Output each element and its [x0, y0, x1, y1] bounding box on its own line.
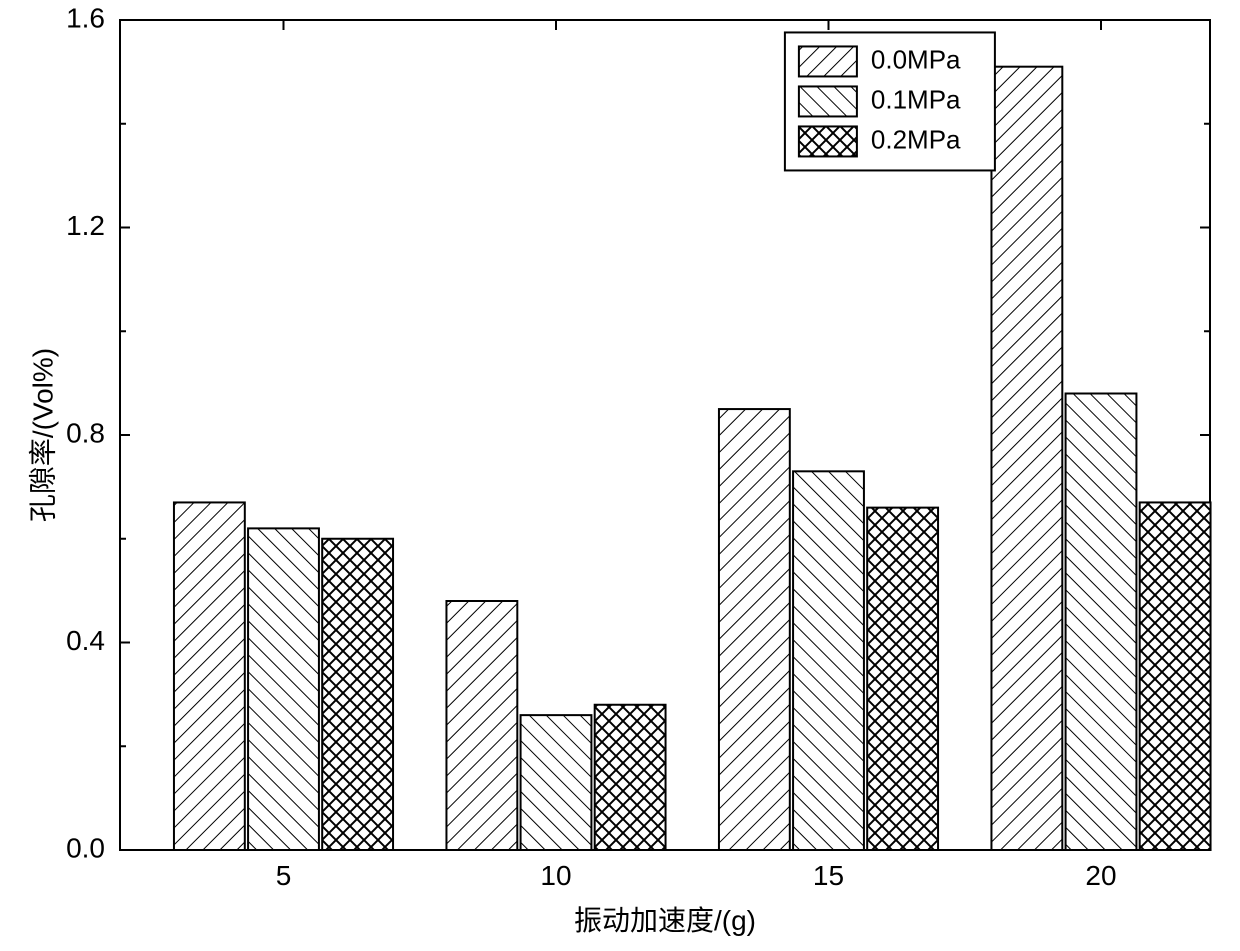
chart-container: 0.0 0.4 0.8 1.2 1.6 孔隙率/(Vol%) 5 10 15 20 振动加速度/(g…: [0, 0, 1240, 951]
y-axis-label: 孔隙率/(Vol%): [27, 348, 58, 522]
bar-s0-10: [446, 601, 517, 850]
bar-s2-20: [1140, 502, 1211, 850]
x-tick-label: 15: [813, 860, 844, 891]
y-tick-label: 0.0: [66, 832, 105, 863]
bar-s2-5: [322, 539, 393, 850]
x-axis-label: 振动加速度/(g): [574, 905, 756, 936]
y-tick-label: 0.4: [66, 625, 105, 656]
y-tick-label: 1.2: [66, 210, 105, 241]
legend-swatch-s1: [799, 86, 857, 116]
bar-s0-5: [174, 502, 245, 850]
bar-s2-10: [595, 705, 666, 850]
bar-s1-20: [1066, 394, 1137, 851]
bar-s0-20: [991, 67, 1062, 850]
bar-chart: 0.0 0.4 0.8 1.2 1.6 孔隙率/(Vol%) 5 10 15 20 振动加速度/(g…: [0, 0, 1240, 951]
x-tick-label: 5: [276, 860, 292, 891]
legend-swatch-s2: [799, 126, 857, 156]
bar-s1-10: [521, 715, 592, 850]
bar-s2-15: [867, 508, 938, 850]
bar-s0-15: [719, 409, 790, 850]
x-tick-label: 10: [540, 860, 571, 891]
x-tick-label: 20: [1085, 860, 1116, 891]
legend-label-s0: 0.0MPa: [871, 44, 961, 74]
y-tick-label: 0.8: [66, 417, 105, 448]
bar-s1-5: [248, 528, 319, 850]
legend-swatch-s0: [799, 46, 857, 76]
y-tick-label: 1.6: [66, 2, 105, 33]
legend: 0.0MPa 0.1MPa 0.2MPa: [785, 32, 995, 170]
bar-s1-15: [793, 471, 864, 850]
legend-label-s1: 0.1MPa: [871, 84, 961, 114]
legend-label-s2: 0.2MPa: [871, 124, 961, 154]
